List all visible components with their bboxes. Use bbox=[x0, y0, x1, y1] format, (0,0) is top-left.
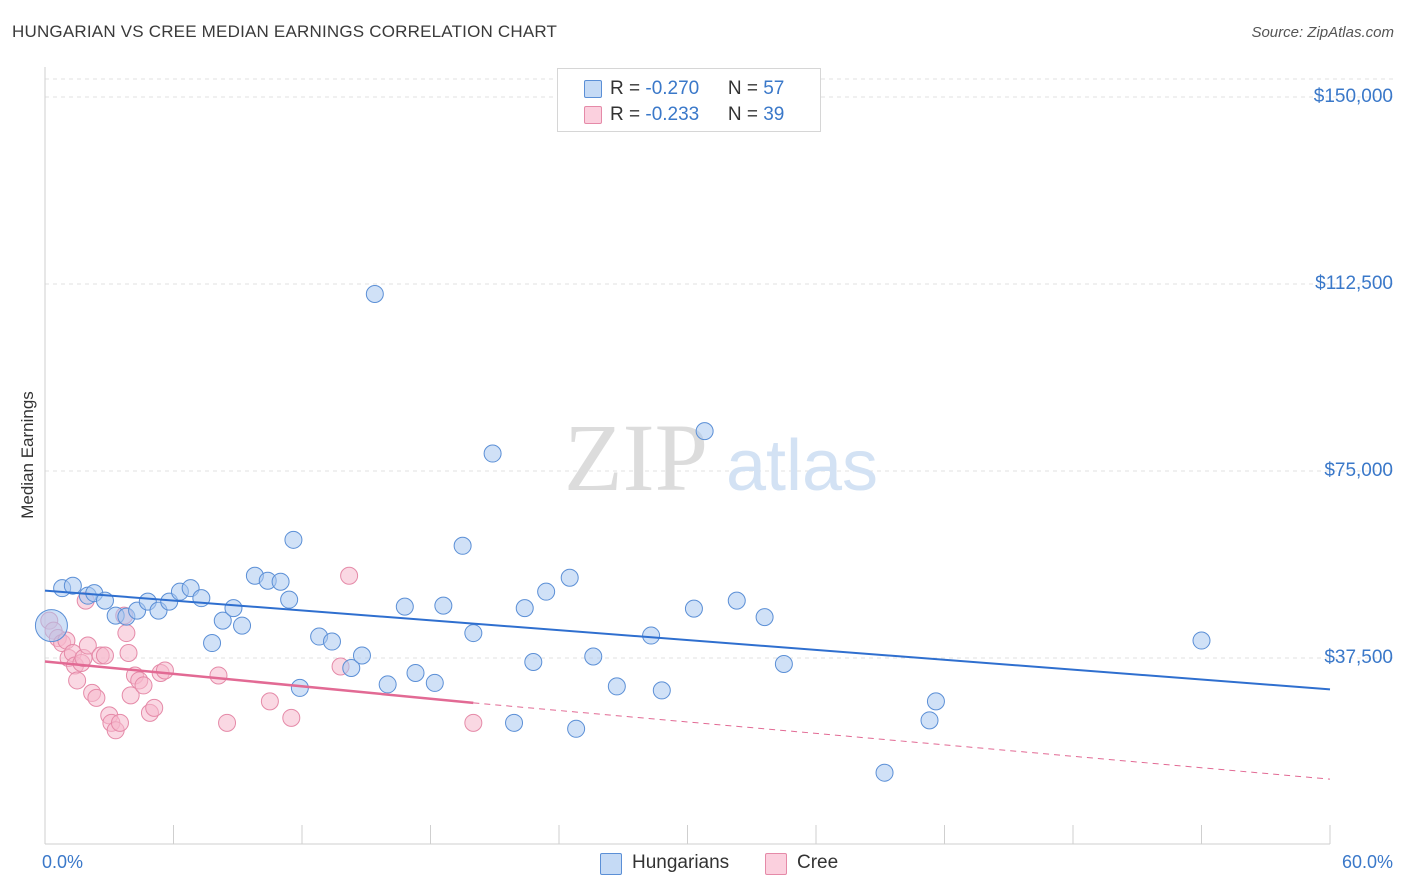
cree-point bbox=[87, 688, 106, 707]
correlation-legend: R = -0.270 N = 57 R = -0.233 N = 39 bbox=[557, 68, 821, 132]
hungarian-point bbox=[755, 608, 774, 627]
hungarian-point bbox=[378, 675, 397, 694]
cree-point bbox=[464, 713, 483, 732]
hungarian-point bbox=[453, 536, 472, 555]
cree-point bbox=[209, 666, 228, 685]
hungarian-point bbox=[524, 652, 543, 671]
x-tick-label-min: 0.0% bbox=[42, 852, 84, 872]
hungarian-point bbox=[342, 658, 361, 677]
legend-r-cree: -0.233 bbox=[645, 104, 700, 125]
cree-trend-line-extension bbox=[473, 702, 1331, 780]
watermark-atlas: atlas bbox=[726, 426, 878, 506]
hungarian-point bbox=[920, 711, 939, 730]
hungarian-point bbox=[464, 624, 483, 643]
hungarian-point bbox=[434, 596, 453, 615]
hungarian-trend-line bbox=[44, 589, 1331, 691]
hungarian-point bbox=[774, 654, 793, 673]
hungarian-point bbox=[271, 572, 290, 591]
axes bbox=[44, 67, 1331, 845]
hungarian-point bbox=[505, 713, 524, 732]
hungarian-point bbox=[352, 646, 371, 665]
cree-point bbox=[121, 686, 140, 705]
cree-point bbox=[145, 698, 164, 717]
y-tick-label-2: $112,500 bbox=[1315, 273, 1393, 294]
hungarian-point bbox=[567, 719, 586, 738]
hungarian-point bbox=[607, 677, 626, 696]
hungarian-point bbox=[34, 609, 68, 643]
hungarian-point bbox=[322, 632, 341, 651]
y-tick-label-3: $150,000 bbox=[1313, 86, 1393, 107]
cree-point bbox=[260, 692, 279, 711]
legend-swatch-hungarians bbox=[584, 80, 602, 98]
trend-lines bbox=[44, 589, 1331, 780]
hungarian-point bbox=[875, 763, 894, 782]
hungarian-point bbox=[695, 422, 714, 441]
cree-point bbox=[119, 644, 138, 663]
cree-point bbox=[155, 661, 174, 680]
hungarian-point bbox=[280, 590, 299, 609]
cree-point bbox=[95, 646, 114, 665]
hungarian-point bbox=[224, 599, 243, 618]
bottom-legend-cree: Cree bbox=[765, 852, 838, 875]
bottom-legend-hungarians: Hungarians bbox=[600, 852, 729, 875]
cree-point bbox=[68, 671, 87, 690]
hungarian-point bbox=[642, 626, 661, 645]
hungarian-point bbox=[652, 681, 671, 700]
legend-row-hungarians: R = -0.270 N = 57 bbox=[584, 78, 785, 100]
hungarian-point bbox=[483, 444, 502, 463]
bottom-swatch-cree bbox=[765, 853, 787, 875]
hungarian-point bbox=[63, 576, 82, 595]
hungarian-point bbox=[926, 692, 945, 711]
hungarian-point bbox=[425, 673, 444, 692]
hungarian-points bbox=[34, 284, 1211, 782]
hungarian-point bbox=[284, 530, 303, 549]
hungarian-point bbox=[203, 634, 222, 653]
watermark-zip: ZIP bbox=[564, 404, 708, 511]
legend-row-cree: R = -0.233 N = 39 bbox=[584, 104, 785, 126]
cree-point bbox=[117, 624, 136, 643]
hungarian-point bbox=[213, 611, 232, 630]
hungarian-point bbox=[560, 568, 579, 587]
hungarian-point bbox=[406, 663, 425, 682]
hungarian-point bbox=[537, 582, 556, 601]
y-tick-label-1: $75,000 bbox=[1324, 460, 1393, 481]
cree-point bbox=[282, 708, 301, 727]
cree-point bbox=[218, 713, 237, 732]
cree-trend-line bbox=[44, 660, 474, 705]
legend-swatch-cree bbox=[584, 106, 602, 124]
legend-n-hungarians: 57 bbox=[763, 78, 785, 99]
hungarian-point bbox=[727, 591, 746, 610]
legend-n-cree: 39 bbox=[763, 104, 785, 125]
cree-point bbox=[340, 566, 359, 585]
hungarian-point bbox=[684, 599, 703, 618]
cree-point bbox=[134, 676, 153, 695]
cree-point bbox=[110, 713, 129, 732]
hungarian-point bbox=[365, 284, 384, 303]
source-credit: Source: ZipAtlas.com bbox=[1251, 24, 1394, 41]
hungarian-point bbox=[515, 599, 534, 618]
y-tick-label-0: $37,500 bbox=[1324, 647, 1393, 668]
hungarian-point bbox=[233, 616, 252, 635]
hungarian-point bbox=[1192, 631, 1211, 650]
hungarian-point bbox=[395, 597, 414, 616]
chart-title: HUNGARIAN VS CREE MEDIAN EARNINGS CORREL… bbox=[12, 22, 558, 41]
cree-point bbox=[78, 636, 97, 655]
legend-r-hungarians: -0.270 bbox=[645, 78, 700, 99]
bottom-swatch-hungarians bbox=[600, 853, 622, 875]
x-tick-label-max: 60.0% bbox=[1341, 852, 1393, 872]
hungarian-point bbox=[584, 647, 603, 666]
watermark: ZIP atlas bbox=[564, 404, 878, 511]
